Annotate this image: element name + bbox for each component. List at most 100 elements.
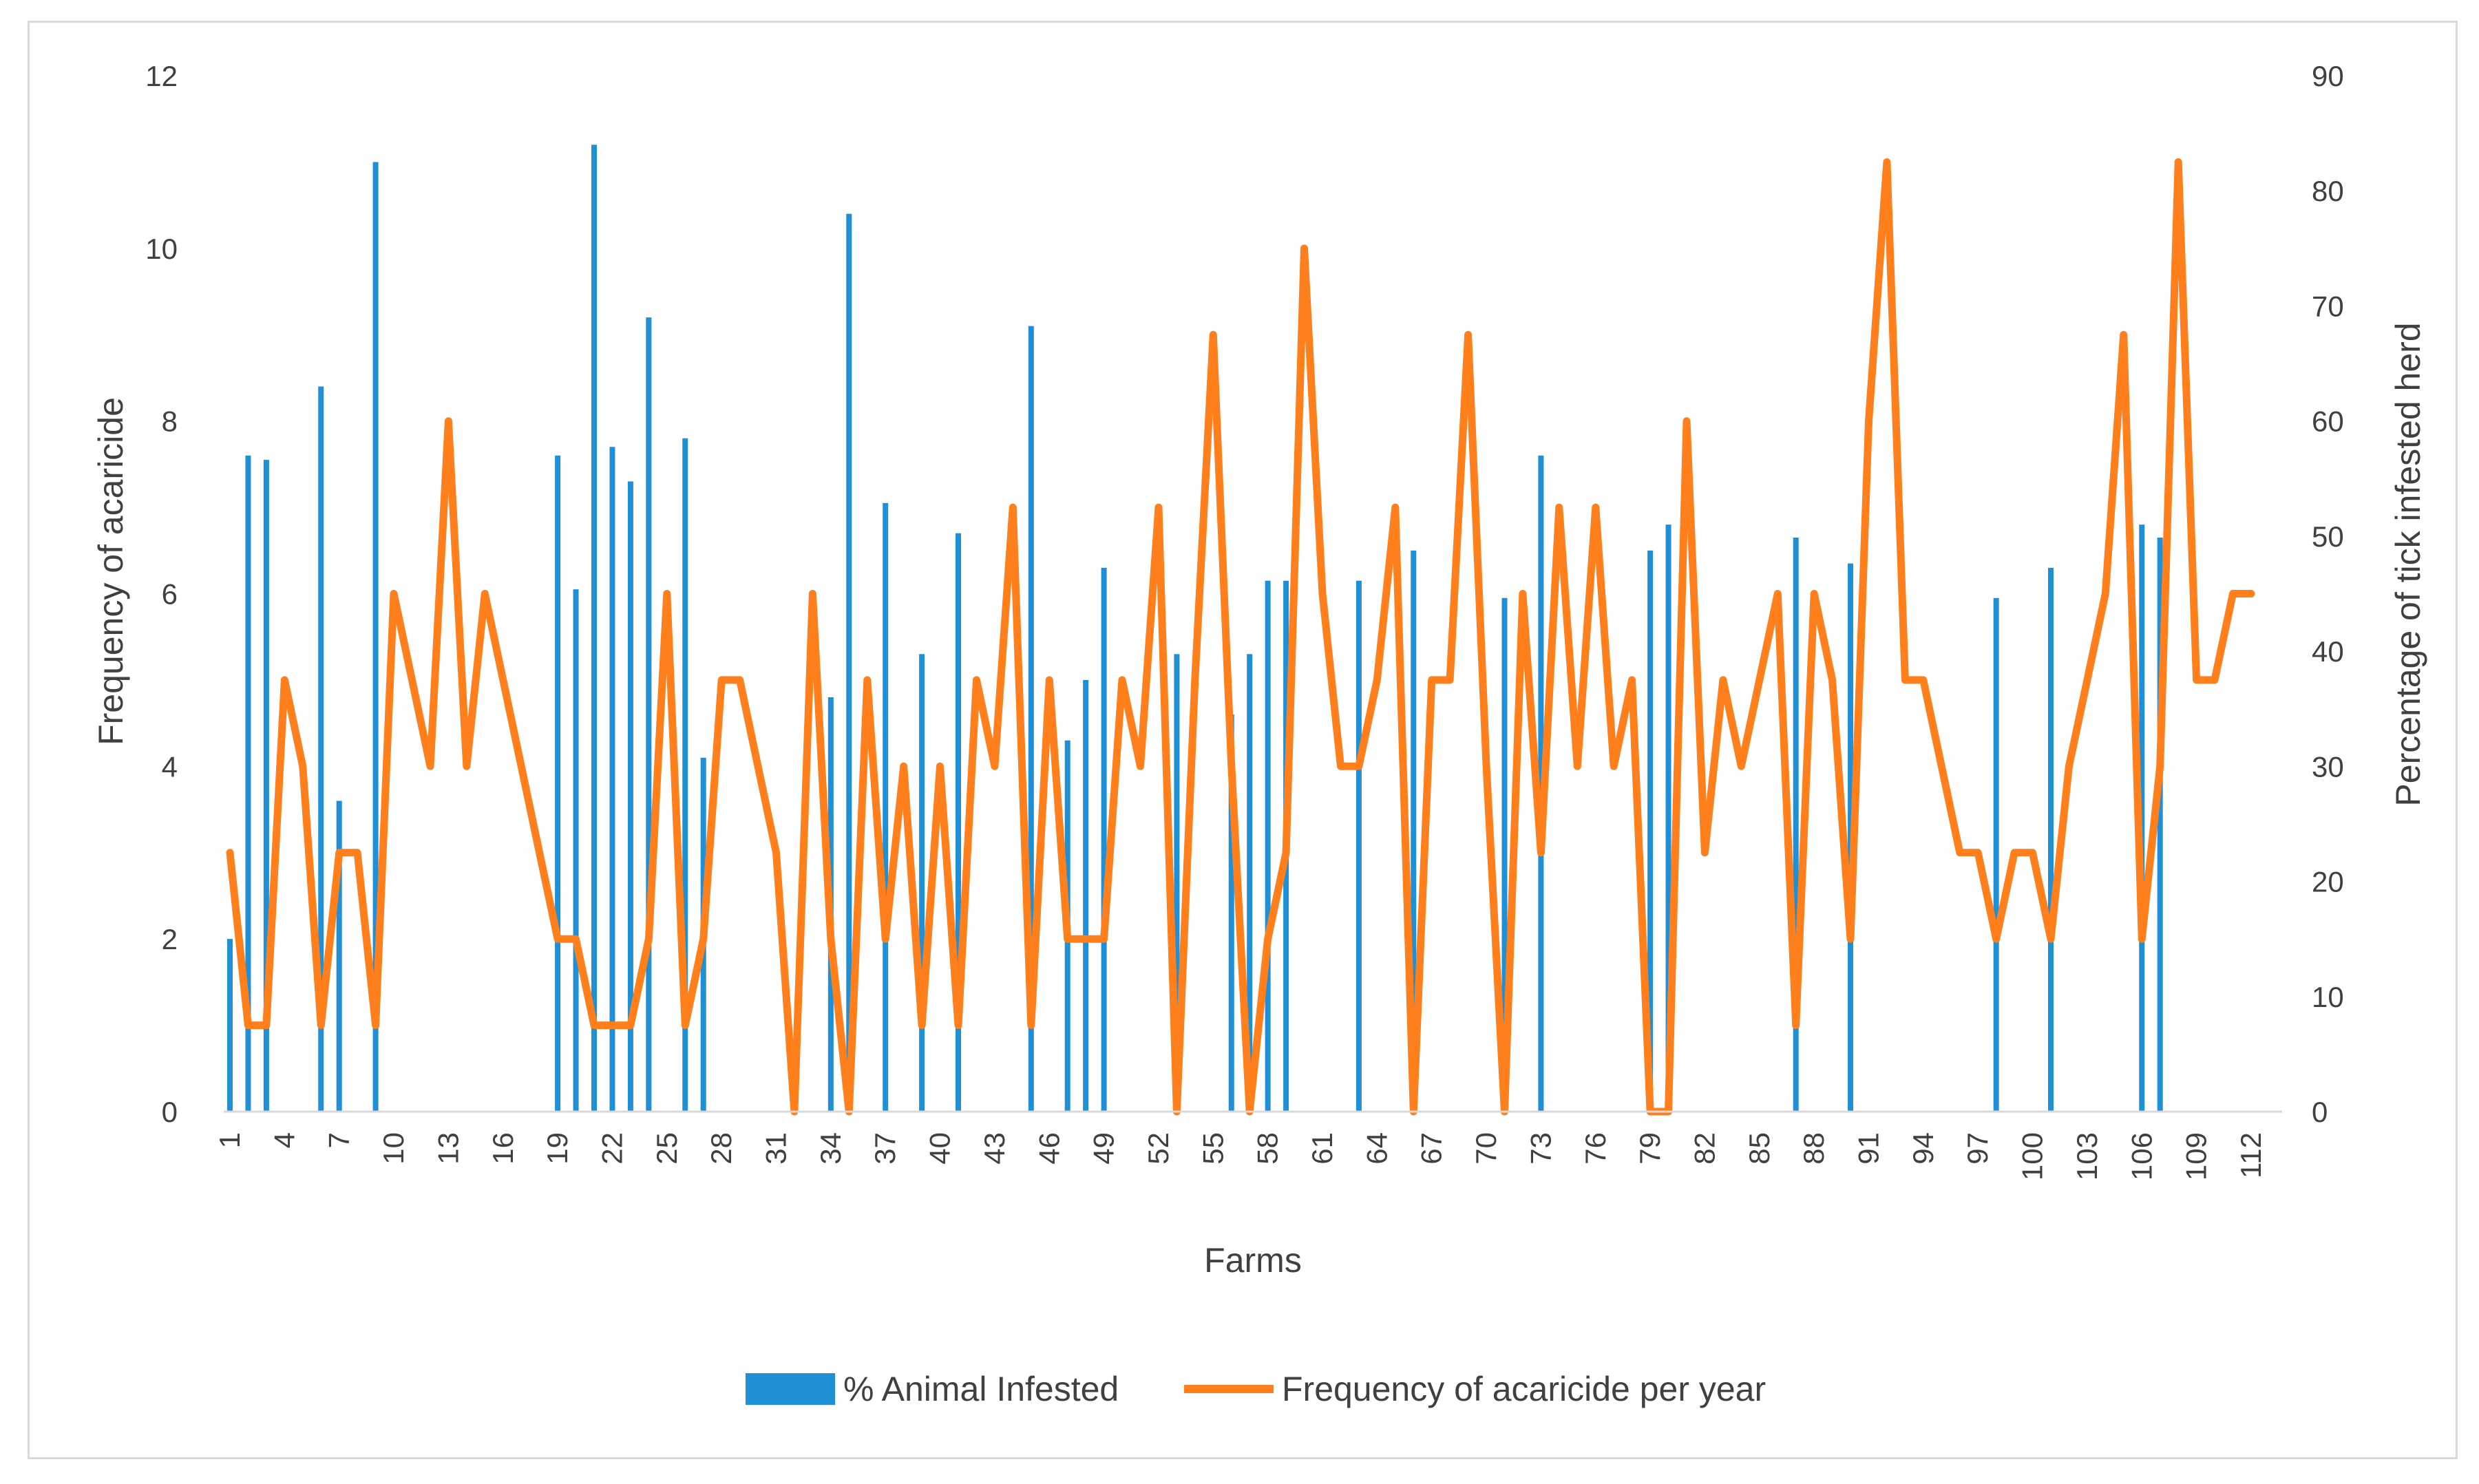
x-tick-label: 76: [1579, 1132, 1612, 1165]
x-tick-label: 103: [2071, 1132, 2103, 1180]
x-tick-label: 109: [2180, 1132, 2213, 1180]
bar: [2157, 537, 2163, 1112]
bar: [682, 438, 688, 1112]
line-path: [226, 158, 2255, 1116]
left-tick-label: 0: [162, 1096, 178, 1128]
bar: [1993, 597, 1999, 1112]
bar: [1411, 550, 1417, 1112]
x-tick-label: 100: [2016, 1132, 2049, 1180]
right-tick-label: 0: [2312, 1096, 2328, 1128]
bar: [227, 939, 233, 1112]
bar: [1247, 654, 1253, 1112]
x-tick-label: 55: [1196, 1132, 1229, 1165]
x-tick-label: 82: [1688, 1132, 1720, 1165]
x-tick-label: 61: [1306, 1132, 1338, 1165]
legend-line-label: Frequency of acaricide per year: [1282, 1370, 1766, 1408]
x-tick-label: 91: [1853, 1132, 1885, 1165]
x-tick-label: 22: [595, 1132, 628, 1165]
left-axis-title: Frequency of acaricide: [92, 397, 130, 745]
left-tick-label: 12: [145, 60, 178, 92]
left-tick-label: 4: [162, 750, 178, 783]
x-tick-label: 40: [924, 1132, 956, 1165]
bar: [1083, 679, 1089, 1112]
bar: [919, 654, 925, 1112]
x-axis-title: Farms: [1204, 1241, 1302, 1280]
x-tick-label: 73: [1524, 1132, 1557, 1165]
right-tick-label: 40: [2312, 635, 2344, 668]
bar: [591, 145, 597, 1112]
x-tick-label: 37: [869, 1132, 901, 1165]
bar: [1355, 580, 1362, 1112]
x-tick-label: 52: [1142, 1132, 1174, 1165]
bar: [627, 481, 633, 1112]
bar: [883, 502, 889, 1112]
bar: [1101, 567, 1107, 1112]
x-tick-label: 112: [2235, 1132, 2267, 1178]
x-tick-label: 43: [978, 1132, 1011, 1165]
bar: [1028, 326, 1034, 1112]
bar: [1265, 580, 1271, 1112]
left-tick-label: 2: [162, 923, 178, 955]
bar: [336, 801, 342, 1112]
legend-bar-swatch: [746, 1373, 835, 1405]
left-tick-label: 8: [162, 405, 178, 438]
x-tick-label: 106: [2125, 1132, 2158, 1180]
x-tick-label: 4: [268, 1132, 300, 1148]
x-axis-ticks: 1 4 7 10 13 16 19 22 25 28 31 34 37 40 43 46 49 52 55 58 61 6…: [213, 1132, 2267, 1180]
x-tick-label: 58: [1252, 1132, 1284, 1165]
x-tick-label: 49: [1088, 1132, 1120, 1165]
right-tick-label: 80: [2312, 175, 2344, 207]
left-tick-label: 6: [162, 578, 178, 611]
x-tick-label: 16: [487, 1132, 519, 1165]
bar: [245, 455, 251, 1112]
bar: [1793, 537, 1799, 1112]
x-tick-label: 67: [1415, 1132, 1448, 1165]
bar: [1228, 714, 1234, 1112]
x-tick-label: 19: [541, 1132, 573, 1165]
right-tick-label: 90: [2312, 60, 2344, 92]
bar: [1665, 524, 1671, 1112]
x-tick-label: 94: [1907, 1132, 1939, 1165]
x-tick-label: 1: [213, 1132, 246, 1148]
bar: [1174, 654, 1180, 1112]
bar: [372, 162, 379, 1112]
right-tick-label: 30: [2312, 750, 2344, 783]
legend: % Animal Infested Frequency of acaricide…: [746, 1370, 1766, 1408]
bar: [1501, 597, 1508, 1112]
x-tick-label: 46: [1033, 1132, 1065, 1165]
x-tick-label: 10: [377, 1132, 410, 1165]
right-tick-label: 70: [2312, 290, 2344, 322]
bar: [318, 386, 324, 1112]
x-tick-label: 7: [323, 1132, 355, 1148]
x-tick-label: 13: [432, 1132, 464, 1165]
x-tick-label: 34: [814, 1132, 847, 1165]
bar: [263, 460, 269, 1112]
left-tick-label: 10: [145, 233, 178, 265]
bar: [846, 213, 852, 1112]
left-axis-ticks: 0 2 4 6 8 10 12: [145, 60, 178, 1128]
bar: [956, 533, 961, 1112]
x-tick-label: 70: [1470, 1132, 1502, 1165]
line-series: [226, 158, 2255, 1116]
x-tick-label: 64: [1360, 1132, 1393, 1165]
x-tick-label: 85: [1743, 1132, 1775, 1165]
right-axis-title: Percentage of tick infested herd: [2389, 322, 2427, 806]
right-tick-label: 60: [2312, 405, 2344, 438]
x-tick-label: 79: [1634, 1132, 1666, 1165]
bar: [555, 455, 561, 1112]
right-axis-ticks: 0 10 20 30 40 50 60 70 80 90: [2312, 60, 2344, 1128]
x-tick-label: 97: [1961, 1132, 1994, 1165]
bar: [1647, 550, 1654, 1112]
legend-bar-label: % Animal Infested: [843, 1370, 1119, 1408]
x-tick-label: 28: [705, 1132, 737, 1165]
right-tick-label: 10: [2312, 981, 2344, 1013]
right-tick-label: 50: [2312, 520, 2344, 553]
bar: [609, 447, 615, 1112]
x-tick-label: 88: [1797, 1132, 1830, 1165]
x-tick-label: 31: [760, 1132, 792, 1165]
right-tick-label: 20: [2312, 866, 2344, 898]
bar: [2048, 567, 2054, 1112]
bar: [646, 317, 652, 1112]
bar: [573, 589, 579, 1112]
